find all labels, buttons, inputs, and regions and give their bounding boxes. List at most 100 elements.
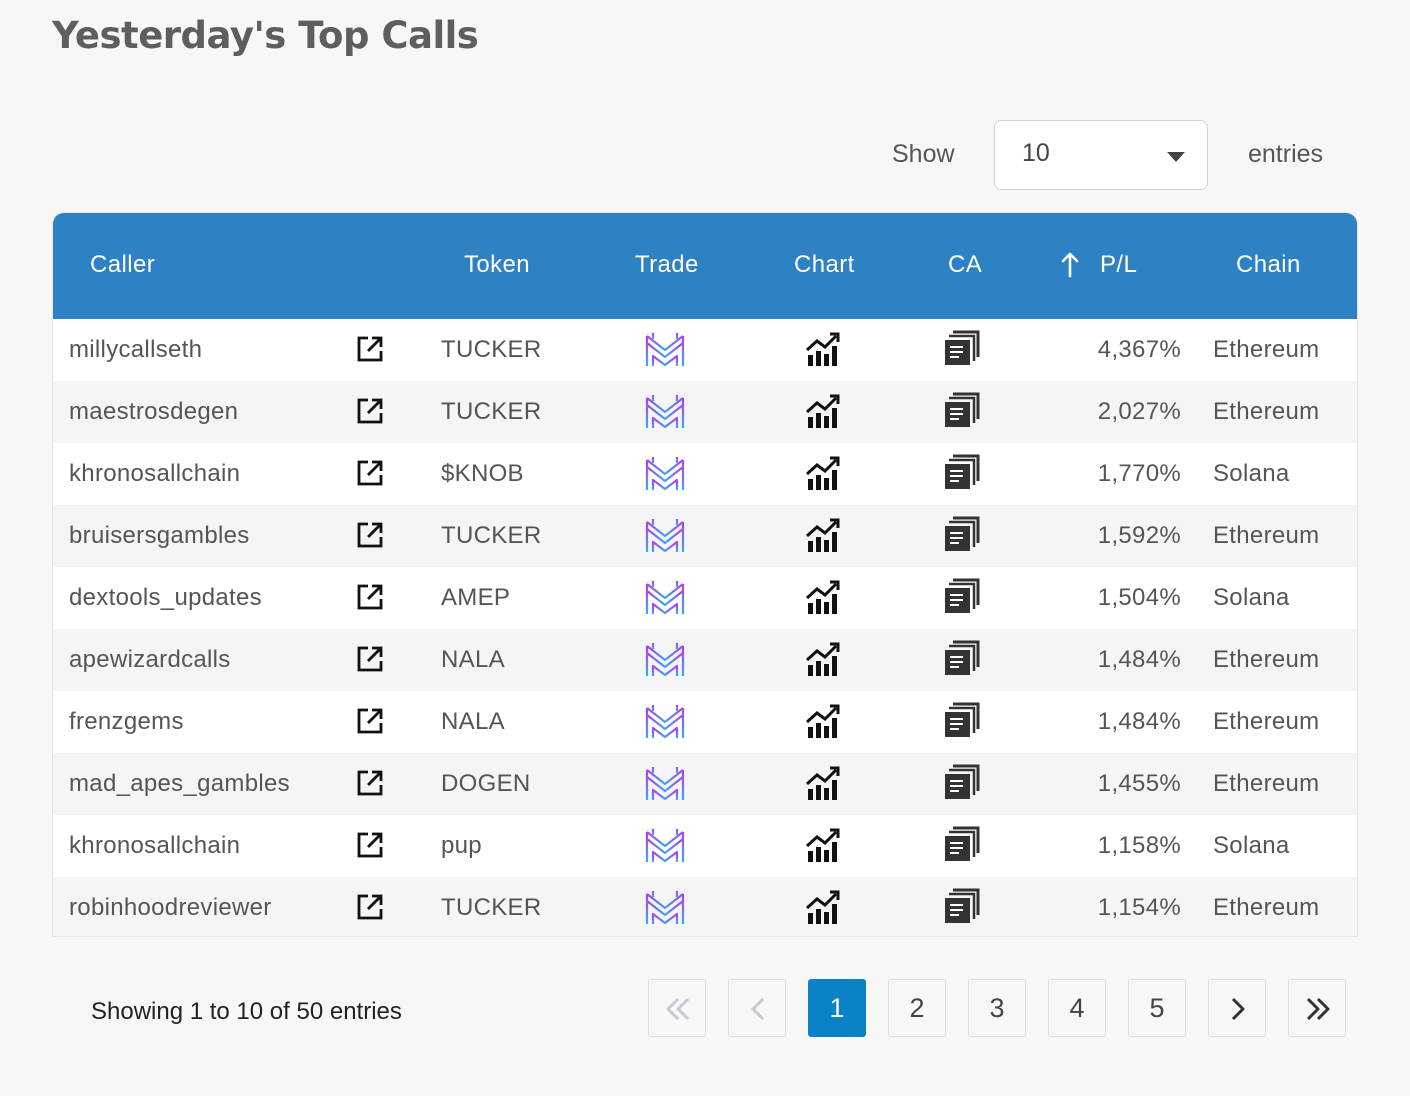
chain-name: Ethereum bbox=[1213, 770, 1320, 797]
token-symbol: $KNOB bbox=[441, 460, 524, 487]
page-button-4[interactable]: 4 bbox=[1048, 979, 1106, 1037]
previous-page-button[interactable] bbox=[728, 979, 786, 1037]
external-link-icon[interactable] bbox=[355, 644, 385, 674]
page-button-3[interactable]: 3 bbox=[968, 979, 1026, 1037]
caller-name: khronosallchain bbox=[69, 832, 241, 859]
page-button-1[interactable]: 1 bbox=[808, 979, 866, 1037]
copy-icon[interactable] bbox=[944, 764, 980, 800]
select-value: 10 bbox=[1022, 139, 1050, 167]
chart-icon[interactable] bbox=[805, 703, 841, 739]
token-symbol: NALA bbox=[441, 708, 505, 735]
header-token[interactable]: Token bbox=[464, 251, 531, 278]
header-pl[interactable]: P/L bbox=[1100, 251, 1138, 278]
chain-name: Solana bbox=[1213, 832, 1290, 859]
maestro-logo-icon[interactable] bbox=[644, 764, 686, 804]
table-row: khronosallchain pup 1,158% Solana bbox=[53, 815, 1357, 877]
chart-icon[interactable] bbox=[805, 455, 841, 491]
last-page-button[interactable] bbox=[1288, 979, 1346, 1037]
chart-icon[interactable] bbox=[805, 579, 841, 615]
external-link-icon[interactable] bbox=[355, 520, 385, 550]
external-link-icon[interactable] bbox=[355, 458, 385, 488]
chart-icon[interactable] bbox=[805, 765, 841, 801]
token-symbol: TUCKER bbox=[441, 894, 542, 921]
maestro-logo-icon[interactable] bbox=[644, 640, 686, 680]
token-symbol: TUCKER bbox=[441, 398, 542, 425]
next-page-button[interactable] bbox=[1208, 979, 1266, 1037]
entries-per-page-select[interactable]: 10 bbox=[994, 120, 1208, 190]
copy-icon[interactable] bbox=[944, 454, 980, 490]
copy-icon[interactable] bbox=[944, 826, 980, 862]
profit-loss-value: 1,592% bbox=[1097, 522, 1181, 549]
chart-icon[interactable] bbox=[805, 393, 841, 429]
external-link-icon[interactable] bbox=[355, 706, 385, 736]
chart-icon[interactable] bbox=[805, 517, 841, 553]
profit-loss-value: 1,484% bbox=[1097, 646, 1181, 673]
table-row: mad_apes_gambles DOGEN 1,455% Ethereum bbox=[53, 753, 1357, 815]
table-row: apewizardcalls NALA 1,484% Ethereum bbox=[53, 629, 1357, 691]
profit-loss-value: 1,504% bbox=[1097, 584, 1181, 611]
token-symbol: TUCKER bbox=[441, 336, 542, 363]
chart-icon[interactable] bbox=[805, 889, 841, 925]
page-button-2[interactable]: 2 bbox=[888, 979, 946, 1037]
table-info: Showing 1 to 10 of 50 entries bbox=[91, 998, 402, 1025]
chart-icon[interactable] bbox=[805, 641, 841, 677]
token-symbol: NALA bbox=[441, 646, 505, 673]
maestro-logo-icon[interactable] bbox=[644, 702, 686, 742]
table-row: robinhoodreviewer TUCKER 1,154% Ethereum bbox=[53, 877, 1357, 936]
caller-name: apewizardcalls bbox=[69, 646, 231, 673]
caller-name: millycallseth bbox=[69, 336, 203, 363]
caller-name: robinhoodreviewer bbox=[69, 894, 272, 921]
chain-name: Ethereum bbox=[1213, 708, 1320, 735]
header-caller[interactable]: Caller bbox=[90, 251, 156, 278]
entries-label: entries bbox=[1248, 140, 1324, 168]
header-ca[interactable]: CA bbox=[948, 251, 983, 278]
double-chevron-right-icon bbox=[1306, 997, 1330, 1021]
header-trade[interactable]: Trade bbox=[635, 251, 699, 278]
maestro-logo-icon[interactable] bbox=[644, 888, 686, 928]
profit-loss-value: 1,484% bbox=[1097, 708, 1181, 735]
profit-loss-value: 1,455% bbox=[1097, 770, 1181, 797]
chain-name: Ethereum bbox=[1213, 522, 1320, 549]
chevron-right-icon bbox=[1231, 997, 1245, 1021]
table-row: millycallseth TUCKER 4,367% Ethereum bbox=[53, 319, 1357, 381]
sort-up-arrow-icon[interactable] bbox=[1061, 252, 1079, 278]
header-chart[interactable]: Chart bbox=[794, 251, 855, 278]
maestro-logo-icon[interactable] bbox=[644, 330, 686, 370]
chain-name: Solana bbox=[1213, 584, 1290, 611]
external-link-icon[interactable] bbox=[355, 582, 385, 612]
external-link-icon[interactable] bbox=[355, 830, 385, 860]
maestro-logo-icon[interactable] bbox=[644, 392, 686, 432]
copy-icon[interactable] bbox=[944, 888, 980, 924]
length-control: Show 10 entries bbox=[0, 120, 1410, 192]
profit-loss-value: 1,158% bbox=[1097, 832, 1181, 859]
table-row: khronosallchain $KNOB 1,770% Solana bbox=[53, 443, 1357, 505]
copy-icon[interactable] bbox=[944, 578, 980, 614]
page-button-5[interactable]: 5 bbox=[1128, 979, 1186, 1037]
table-row: maestrosdegen TUCKER 2,027% Ethereum bbox=[53, 381, 1357, 443]
chevron-left-icon bbox=[751, 997, 765, 1021]
external-link-icon[interactable] bbox=[355, 892, 385, 922]
copy-icon[interactable] bbox=[944, 392, 980, 428]
copy-icon[interactable] bbox=[944, 702, 980, 738]
external-link-icon[interactable] bbox=[355, 334, 385, 364]
profit-loss-value: 4,367% bbox=[1097, 336, 1181, 363]
copy-icon[interactable] bbox=[944, 640, 980, 676]
chart-icon[interactable] bbox=[805, 827, 841, 863]
external-link-icon[interactable] bbox=[355, 396, 385, 426]
maestro-logo-icon[interactable] bbox=[644, 826, 686, 866]
token-symbol: AMEP bbox=[441, 584, 511, 611]
table-row: bruisersgambles TUCKER 1,592% Ethereum bbox=[53, 505, 1357, 567]
copy-icon[interactable] bbox=[944, 330, 980, 366]
chart-icon[interactable] bbox=[805, 331, 841, 367]
maestro-logo-icon[interactable] bbox=[644, 578, 686, 618]
maestro-logo-icon[interactable] bbox=[644, 516, 686, 556]
external-link-icon[interactable] bbox=[355, 768, 385, 798]
caller-name: dextools_updates bbox=[69, 584, 262, 611]
header-chain[interactable]: Chain bbox=[1236, 251, 1301, 278]
copy-icon[interactable] bbox=[944, 516, 980, 552]
caller-name: maestrosdegen bbox=[69, 398, 239, 425]
show-label: Show bbox=[892, 140, 955, 168]
first-page-button[interactable] bbox=[648, 979, 706, 1037]
maestro-logo-icon[interactable] bbox=[644, 454, 686, 494]
chain-name: Ethereum bbox=[1213, 336, 1320, 363]
